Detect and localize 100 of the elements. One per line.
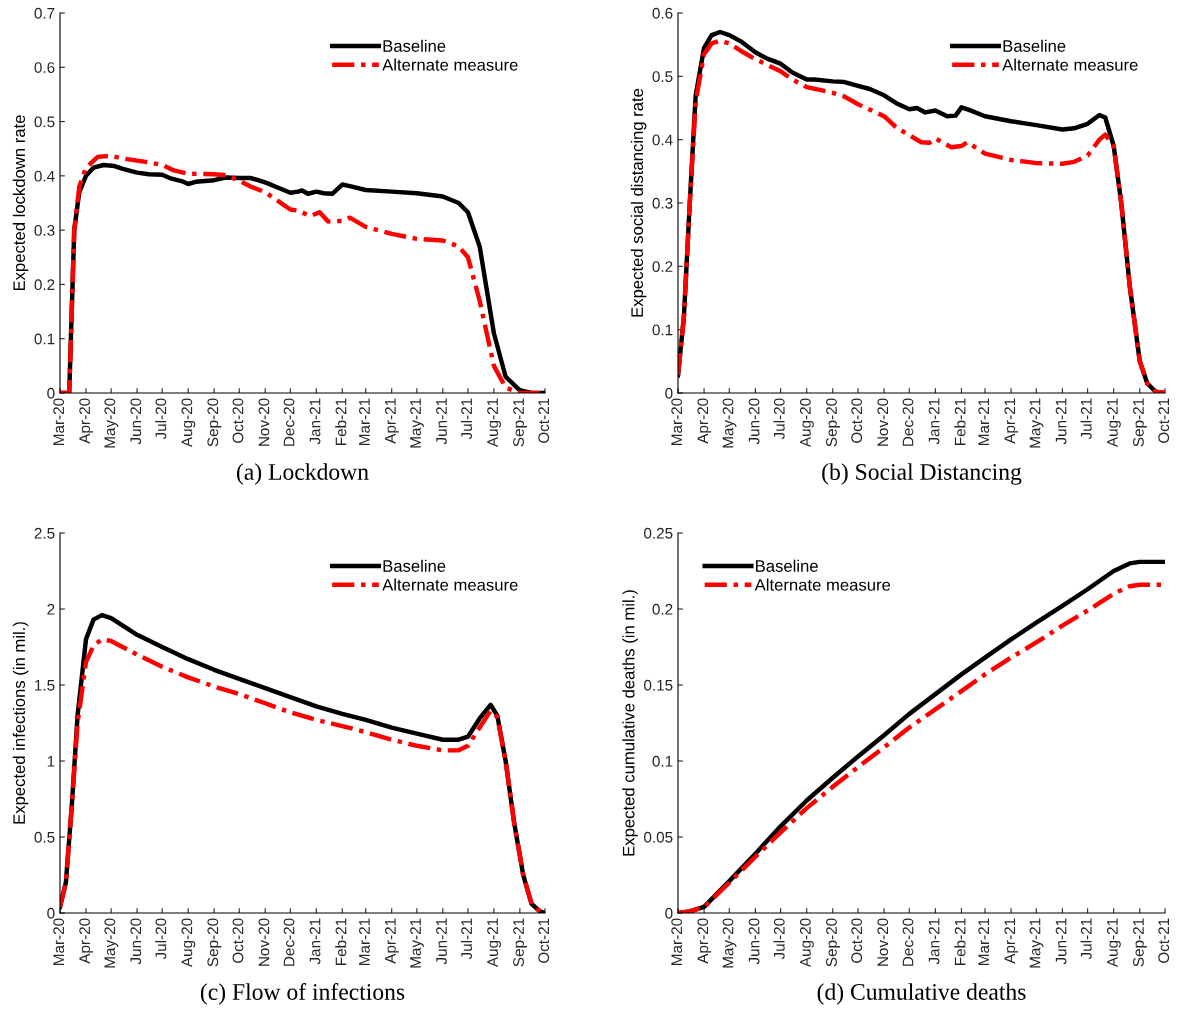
y-tick-label: 0.15 xyxy=(644,679,673,691)
legend-label: Alternate measure xyxy=(382,58,518,71)
x-tick-label: Nov-20 xyxy=(258,398,270,446)
text: (c) Flow of infections xyxy=(200,983,405,1005)
x-tick-label: Jul-21 xyxy=(1080,398,1092,440)
x-tick-label: Jan-21 xyxy=(309,398,321,445)
x-tick-label: Feb-21 xyxy=(954,918,966,966)
legend-label: Alternate measure xyxy=(754,578,891,591)
y-axis-title: Expected infections (in mil.) xyxy=(12,622,29,824)
x-tick-label: Mar-21 xyxy=(359,398,370,445)
x-tick-label: Oct-20 xyxy=(851,398,863,443)
x-tick-label: Apr-20 xyxy=(697,398,712,444)
x-tick-label: Mar-21 xyxy=(359,918,370,965)
y-tick-label: 0 xyxy=(665,387,673,399)
x-tick-label: Sep-20 xyxy=(826,918,840,967)
x-tick-label: Sep-20 xyxy=(207,918,222,967)
y-tick-label: 0.3 xyxy=(652,197,673,209)
x-tick-label: Feb-21 xyxy=(335,918,347,966)
x-tick-label: Jun-21 xyxy=(436,398,447,445)
legend-label: Alternate measure xyxy=(1002,58,1138,71)
x-tick-label: May-20 xyxy=(104,398,119,448)
x-tick-label: Jun-20 xyxy=(130,398,142,445)
x-tick-label: Jul-20 xyxy=(155,918,167,960)
x-tick-label: Jul-20 xyxy=(773,398,785,440)
x-tick-label: Jun-21 xyxy=(1055,398,1067,445)
x-tick-label: Oct-21 xyxy=(538,398,550,443)
x-tick-label: Oct-20 xyxy=(232,918,244,963)
x-tick-label: Aug-21 xyxy=(1106,398,1121,448)
x-tick-label: Aug-20 xyxy=(799,398,814,448)
x-tick-label: Feb-21 xyxy=(954,398,966,446)
y-tick-label: 0 xyxy=(47,387,55,399)
text: (b) Social Distancing xyxy=(822,463,1022,485)
x-tick-label: Oct-21 xyxy=(1158,398,1170,443)
x-tick-label: Oct-20 xyxy=(851,918,863,963)
y-tick-label: 0 xyxy=(665,907,673,919)
x-tick-label: Nov-20 xyxy=(877,398,889,446)
x-tick-label: Dec-20 xyxy=(283,398,295,446)
x-tick-label: May-20 xyxy=(722,398,737,448)
y-tick-label: 1 xyxy=(47,756,55,767)
x-tick-label: Jul-21 xyxy=(1080,918,1092,960)
x-tick-label: Oct-21 xyxy=(1158,918,1170,963)
x-tick-label: Dec-20 xyxy=(283,918,295,966)
y-tick-label: 0.2 xyxy=(34,279,55,291)
x-tick-label: Mar-20 xyxy=(671,918,683,965)
x-tick-label: Apr-20 xyxy=(697,918,712,964)
x-tick-label: May-20 xyxy=(722,918,737,968)
y-tick-label: 0.05 xyxy=(644,831,673,843)
x-tick-label: Jul-20 xyxy=(155,398,167,440)
x-tick-label: Mar-20 xyxy=(671,398,683,445)
x-tick-label: Dec-20 xyxy=(902,918,914,966)
x-tick-label: Apr-21 xyxy=(1004,398,1019,444)
y-tick-label: 0.2 xyxy=(652,261,673,273)
y-tick-label: 0.25 xyxy=(644,527,673,539)
y-tick-label: 0.1 xyxy=(652,324,673,336)
legend-label: Baseline xyxy=(383,39,446,52)
x-tick-label: Jun-20 xyxy=(748,398,760,445)
x-tick-label: Nov-20 xyxy=(258,918,270,966)
y-tick-label: 0.5 xyxy=(34,116,55,128)
y-tick-label: 0.4 xyxy=(652,134,673,146)
x-tick-label: Apr-20 xyxy=(79,398,94,444)
y-tick-label: 0.2 xyxy=(652,603,673,615)
y-tick-label: 0.5 xyxy=(652,71,673,83)
y-axis-title: Expected social distancing rate xyxy=(630,88,647,317)
x-tick-label: Apr-20 xyxy=(79,918,94,964)
x-tick-label: Sep-20 xyxy=(826,398,840,447)
x-tick-label: Aug-20 xyxy=(181,398,196,448)
y-tick-label: 1.5 xyxy=(35,680,55,691)
x-tick-label: Sep-21 xyxy=(1133,918,1147,967)
x-tick-label: Jun-21 xyxy=(1055,918,1067,965)
y-tick-label: 0.6 xyxy=(34,62,55,73)
x-tick-label: Nov-20 xyxy=(877,918,889,966)
x-tick-label: Oct-21 xyxy=(538,918,550,963)
x-tick-label: Jul-20 xyxy=(773,918,785,960)
y-tick-label: 0.1 xyxy=(34,333,55,345)
x-tick-label: Jun-20 xyxy=(748,918,760,965)
x-tick-label: Aug-20 xyxy=(181,918,196,968)
y-tick-label: 0.1 xyxy=(652,755,673,767)
x-tick-label: Mar-21 xyxy=(978,398,990,445)
x-tick-label: Sep-21 xyxy=(513,918,527,967)
x-tick-label: Jul-21 xyxy=(460,918,473,960)
x-tick-label: Jul-21 xyxy=(460,398,473,440)
x-tick-label: Jan-21 xyxy=(309,918,321,965)
legend-label: Alternate measure xyxy=(382,578,518,591)
y-axis-title: Expected cumulative deaths (in mil.) xyxy=(622,590,638,856)
x-tick-label: Apr-21 xyxy=(384,398,399,444)
y-tick-label: 0.5 xyxy=(34,831,55,843)
x-tick-label: Sep-21 xyxy=(1133,398,1147,447)
x-tick-label: Feb-21 xyxy=(335,398,347,446)
y-tick-label: 0.4 xyxy=(34,170,55,182)
x-tick-label: May-20 xyxy=(104,918,119,968)
x-tick-label: Aug-21 xyxy=(487,398,502,448)
x-tick-label: Aug-21 xyxy=(1106,918,1121,968)
x-tick-label: Mar-21 xyxy=(978,918,990,965)
x-tick-label: Dec-20 xyxy=(902,398,914,446)
x-tick-label: May-21 xyxy=(1029,918,1044,968)
x-tick-label: Sep-20 xyxy=(207,398,222,447)
x-tick-label: Oct-20 xyxy=(232,398,244,443)
text: (d) Cumulative deaths xyxy=(817,983,1026,1005)
x-tick-label: May-21 xyxy=(1029,398,1044,448)
x-tick-label: Jun-20 xyxy=(130,918,142,965)
